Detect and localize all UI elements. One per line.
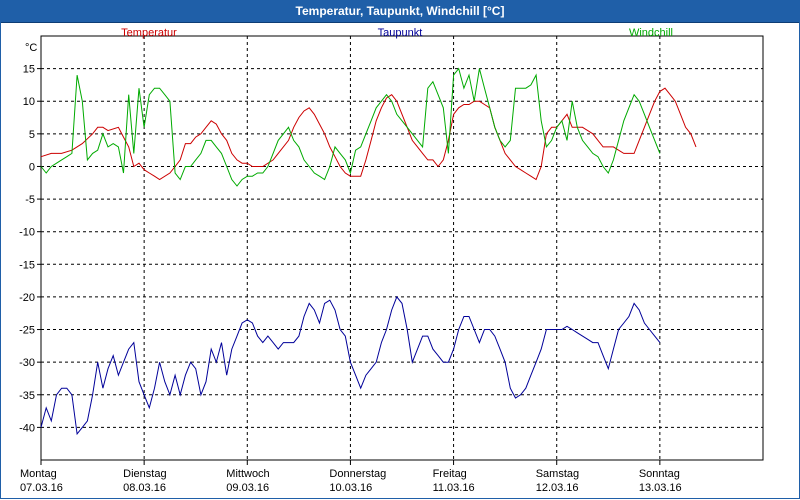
y-tick-label: 0: [29, 161, 35, 173]
y-tick-label: -15: [19, 259, 35, 271]
series-line-taupunkt: [40, 295, 661, 436]
y-tick-label: -10: [19, 227, 35, 239]
x-tick-day-label: Mittwoch: [226, 468, 269, 480]
y-tick-label: -25: [19, 325, 35, 337]
x-tick-date-label: 12.03.16: [536, 482, 579, 494]
y-tick-label: -35: [19, 390, 35, 402]
x-tick-date-label: 08.03.16: [123, 482, 166, 494]
window-titlebar: Temperatur, Taupunkt, Windchill [°C]: [0, 0, 800, 23]
chart-frame: 15 10 5 0 -5 -10 -15 -20 -25 -30 -35 -40 °C Montag 07.…: [0, 22, 800, 499]
x-tick-date-label: 07.03.16: [20, 482, 63, 494]
x-tick-day-label: Montag: [20, 468, 57, 480]
x-tick-date-label: 13.03.16: [639, 482, 682, 494]
series-line-windchill: [40, 67, 661, 187]
x-tick-date-label: 10.03.16: [329, 482, 372, 494]
x-tick-date-label: 09.03.16: [226, 482, 269, 494]
x-tick-day-label: Donnerstag: [329, 468, 386, 480]
line-chart: 15 10 5 0 -5 -10 -15 -20 -25 -30 -35 -40 °C Montag 07.…: [19, 27, 764, 494]
series-line-temperatur: [40, 87, 697, 181]
legend-windchill: Windchill: [629, 27, 673, 39]
y-tick-label: 5: [29, 129, 35, 141]
plot-area: [40, 35, 764, 461]
y-tick-label: -30: [19, 357, 35, 369]
x-tick-day-label: Freitag: [433, 468, 467, 480]
x-tick-day-label: Samstag: [536, 468, 579, 480]
y-axis-unit: °C: [25, 42, 37, 54]
x-tick-date-label: 11.03.16: [433, 482, 475, 494]
legend-taupunkt: Taupunkt: [378, 27, 423, 39]
x-tick-day-label: Dienstag: [123, 468, 166, 480]
y-tick-label: 10: [23, 96, 35, 108]
y-tick-label: -20: [19, 292, 35, 304]
legend-temperatur: Temperatur: [121, 27, 177, 39]
y-tick-label: -40: [19, 422, 35, 434]
window-title: Temperatur, Taupunkt, Windchill [°C]: [295, 4, 505, 18]
y-tick-label: 15: [23, 64, 35, 76]
y-tick-label: -5: [25, 194, 35, 206]
x-tick-day-label: Sonntag: [639, 468, 680, 480]
